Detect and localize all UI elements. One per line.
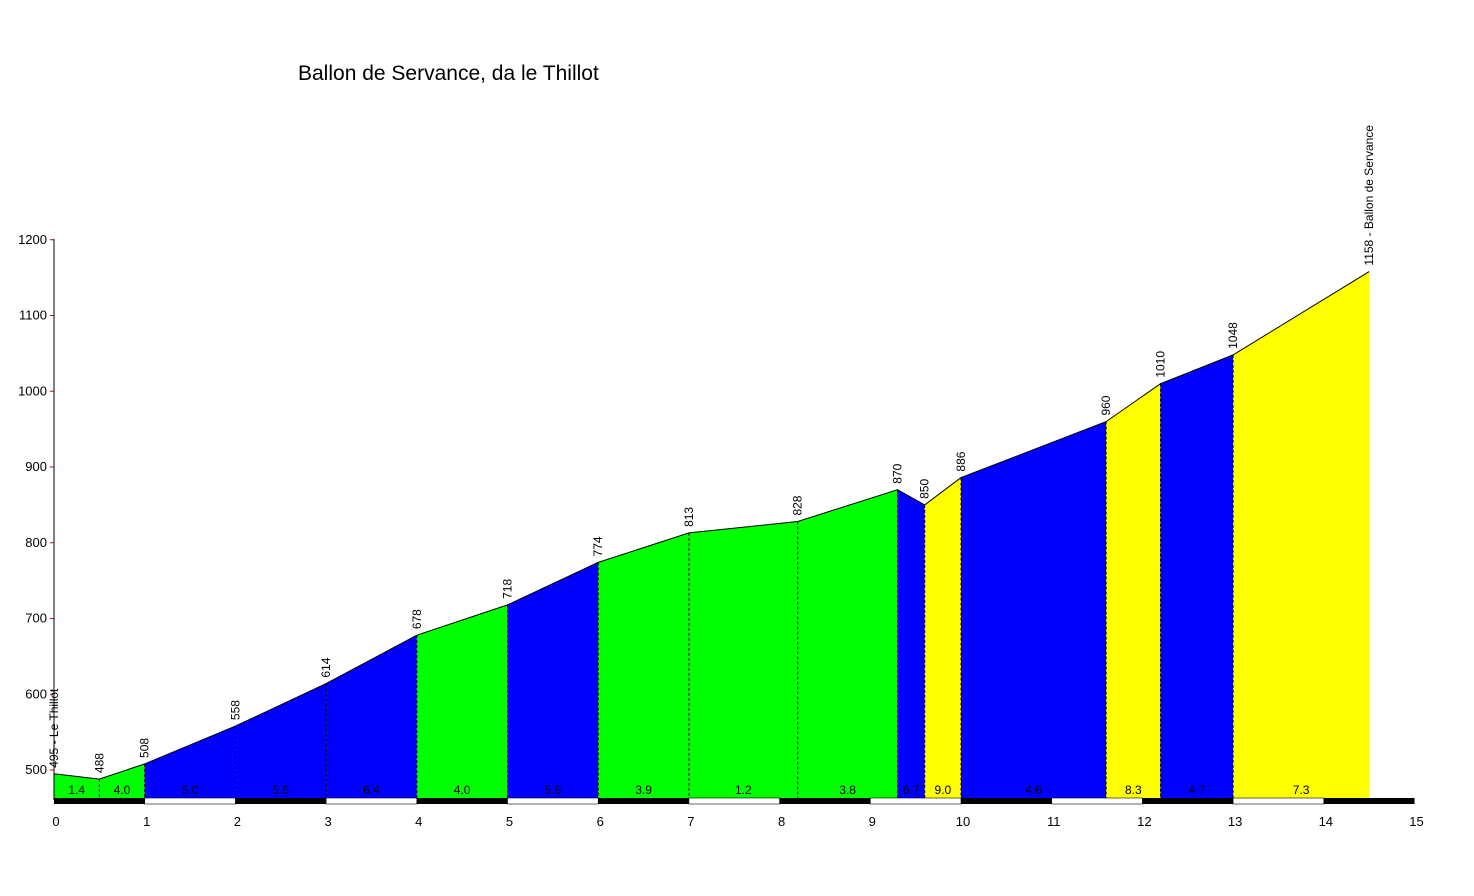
elevation-label-10: 870: [891, 463, 905, 483]
x-tick-label-5: 5: [506, 814, 513, 829]
gradient-label-14: 4.7: [1188, 783, 1205, 797]
segment-6: [507, 562, 599, 798]
x-tick-label-13: 13: [1228, 814, 1242, 829]
segment-0: [54, 773, 100, 798]
gradient-label-1: 4.0: [114, 783, 131, 797]
segment-15: [1233, 271, 1370, 799]
y-tick-label-3: 800: [25, 535, 47, 550]
segment-1: [99, 763, 145, 798]
segment-14: [1160, 354, 1234, 798]
gradient-label-7: 3.9: [635, 783, 652, 797]
elevation-label-9: 828: [791, 495, 805, 515]
km-bar-5: [507, 797, 599, 805]
gradient-label-9: 3.8: [839, 783, 856, 797]
elevation-label-4: 614: [319, 657, 333, 677]
x-tick-label-4: 4: [415, 814, 422, 829]
segment-7: [598, 532, 689, 798]
y-tick-label-1: 600: [25, 686, 47, 701]
x-tick-label-1: 1: [143, 814, 150, 829]
elevation-label-5: 678: [410, 609, 424, 629]
gradient-label-2: 5.0: [182, 783, 199, 797]
gradient-label-10: 6.7: [903, 783, 920, 797]
elevation-label-6: 718: [501, 579, 515, 599]
x-tick-label-8: 8: [778, 814, 785, 829]
km-bar-8: [779, 798, 871, 804]
segment-10: [897, 489, 925, 798]
gradient-label-12: 4.6: [1025, 783, 1042, 797]
elevation-label-8: 813: [682, 507, 696, 527]
gradient-label-15: 7.3: [1293, 783, 1310, 797]
x-tick-label-14: 14: [1319, 814, 1333, 829]
elevation-label-13: 960: [1099, 395, 1113, 415]
x-tick-label-3: 3: [324, 814, 331, 829]
segment-8: [688, 521, 798, 798]
gradient-label-8: 1.2: [735, 783, 752, 797]
elevation-label-11: 850: [918, 479, 932, 499]
segment-9: [797, 489, 898, 798]
profile-outline: [53, 271, 1370, 780]
km-bar-1: [144, 797, 236, 805]
gradient-label-6: 5.6: [545, 783, 562, 797]
y-tick-label-7: 1200: [18, 232, 47, 247]
gradient-label-4: 6.4: [363, 783, 380, 797]
km-bar-4: [416, 798, 508, 804]
elevation-label-14: 1010: [1154, 351, 1168, 378]
y-tick-label-5: 1000: [18, 383, 47, 398]
x-tick-label-15: 15: [1409, 814, 1423, 829]
km-bar-7: [688, 797, 780, 805]
elevation-label-12: 886: [954, 451, 968, 471]
km-bar-6: [598, 798, 689, 804]
y-tick-label-0: 500: [25, 762, 47, 777]
chart-title: Ballon de Servance, da le Thillot: [298, 62, 599, 85]
x-tick-label-11: 11: [1047, 814, 1061, 829]
segment-5: [416, 604, 508, 798]
y-tick-label-2: 700: [25, 611, 47, 626]
elevation-label-15: 1048: [1226, 322, 1240, 349]
y-tick-label-4: 900: [25, 459, 47, 474]
segment-4: [326, 635, 417, 798]
km-bar-13: [1232, 797, 1325, 805]
x-tick-label-10: 10: [956, 814, 970, 829]
elevation-label-1: 488: [92, 753, 106, 773]
gradient-label-5: 4.0: [454, 783, 471, 797]
km-bar-10: [961, 798, 1052, 804]
gradient-label-11: 9.0: [935, 783, 952, 797]
km-bar-3: [325, 797, 418, 805]
segment-11: [924, 477, 961, 798]
km-bar-2: [235, 798, 327, 804]
x-tick-label-12: 12: [1137, 814, 1151, 829]
elevation-label-16: 1158 - Ballon de Servance: [1362, 125, 1376, 266]
gradient-label-3: 5.6: [272, 783, 289, 797]
segment-2: [144, 726, 236, 798]
gradient-label-13: 8.3: [1125, 783, 1142, 797]
elevation-label-2: 508: [138, 738, 152, 758]
x-tick-label-2: 2: [234, 814, 241, 829]
elevation-label-0: 495 - Le Thillot: [47, 688, 61, 768]
x-tick-label-6: 6: [597, 814, 604, 829]
segment-3: [235, 683, 327, 798]
y-tick-label-6: 1100: [19, 308, 47, 323]
segment-12: [961, 421, 1107, 798]
x-tick-label-7: 7: [687, 814, 694, 829]
km-bar-14: [1323, 798, 1415, 804]
elevation-label-3: 558: [228, 700, 242, 720]
gradient-label-0: 1.4: [68, 783, 85, 797]
km-bar-9: [869, 797, 962, 805]
x-tick-label-9: 9: [869, 814, 876, 829]
segment-13: [1106, 383, 1161, 798]
elevation-label-7: 774: [591, 536, 605, 556]
x-tick-label-0: 0: [52, 814, 59, 829]
km-bar-12: [1142, 798, 1234, 804]
km-bar-11: [1051, 797, 1143, 805]
km-bar-0: [54, 798, 145, 804]
